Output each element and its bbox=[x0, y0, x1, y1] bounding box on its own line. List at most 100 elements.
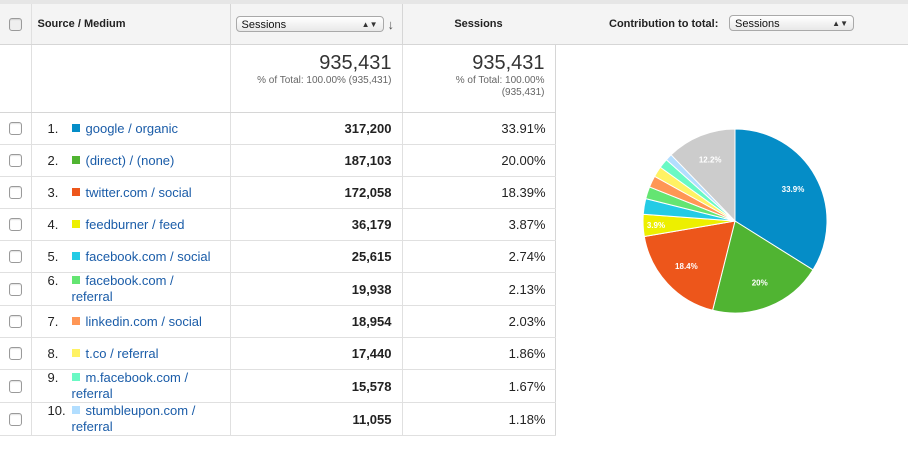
table-row: 5. facebook.com / social 25,615 2.74% bbox=[0, 240, 556, 273]
table-row: 6. facebook.com / referral 19,938 2.13% bbox=[0, 272, 556, 306]
data-table: Source / Medium Sessions ▲▼ ↓ Sessions bbox=[0, 4, 556, 436]
row-checkbox[interactable] bbox=[8, 282, 22, 296]
row-percent: 2.74% bbox=[401, 240, 556, 273]
row-sessions: 187,103 bbox=[229, 144, 402, 177]
metric2-total-sub-line1: % of Total: 100.00% bbox=[455, 75, 545, 86]
series-color-swatch bbox=[71, 187, 80, 196]
row-checkbox[interactable] bbox=[8, 379, 22, 393]
source-link[interactable]: twitter.com / social bbox=[85, 184, 192, 200]
table-row: 9. m.facebook.com / referral 15,578 1.67% bbox=[0, 369, 556, 403]
row-percent: 1.18% bbox=[401, 402, 556, 436]
series-color-swatch bbox=[71, 251, 80, 260]
row-sessions: 25,615 bbox=[229, 240, 402, 273]
series-color-swatch bbox=[71, 123, 80, 132]
row-checkbox[interactable] bbox=[8, 315, 22, 328]
row-percent: 2.03% bbox=[401, 305, 556, 338]
source-link-line1: facebook.com / bbox=[85, 273, 174, 288]
row-percent: 1.67% bbox=[401, 369, 556, 403]
source-link[interactable]: linkedin.com / social bbox=[85, 313, 202, 329]
row-sessions: 19,938 bbox=[229, 272, 402, 306]
row-sessions: 172,058 bbox=[229, 176, 402, 209]
row-checkbox[interactable] bbox=[8, 250, 22, 263]
row-index: 7. bbox=[47, 313, 59, 329]
series-color-swatch bbox=[71, 316, 80, 325]
row-index: 10. bbox=[47, 403, 66, 418]
row-index: 6. bbox=[47, 273, 59, 288]
source-link[interactable]: facebook.com / referral bbox=[72, 273, 174, 304]
row-source: 3. twitter.com / social bbox=[32, 185, 230, 201]
table-row: 3. twitter.com / social 172,058 18.39% bbox=[0, 176, 556, 209]
row-sessions: 11,055 bbox=[229, 402, 402, 436]
source-link[interactable]: google / organic bbox=[85, 120, 179, 136]
source-link[interactable]: feedburner / feed bbox=[85, 216, 185, 232]
series-color-swatch bbox=[71, 155, 80, 164]
row-percent: 20.00% bbox=[401, 144, 556, 177]
select-arrows-icon: ▲▼ bbox=[832, 19, 848, 28]
row-checkbox[interactable] bbox=[8, 186, 22, 199]
row-checkbox[interactable] bbox=[8, 154, 22, 167]
top-divider bbox=[0, 0, 908, 4]
metric2-total: 935,431 % of Total: 100.00% (935,431) bbox=[401, 44, 556, 113]
contribution-select[interactable]: Sessions ▲▼ bbox=[729, 15, 854, 31]
contribution-select-value: Sessions bbox=[735, 18, 780, 30]
row-index: 4. bbox=[47, 216, 59, 232]
metric2-total-value: 935,431 bbox=[472, 52, 545, 74]
select-all-checkbox[interactable] bbox=[8, 17, 22, 31]
chart-header: Contribution to total: Sessions ▲▼ bbox=[555, 4, 908, 45]
select-arrows-icon: ▲▼ bbox=[361, 20, 378, 29]
row-checkbox[interactable] bbox=[8, 218, 22, 231]
source-link-line2: referral bbox=[71, 289, 113, 304]
pie-slice[interactable] bbox=[670, 128, 736, 223]
row-source: 2. (direct) / (none) bbox=[32, 153, 230, 169]
pie-slice[interactable] bbox=[712, 220, 814, 314]
row-checkbox[interactable] bbox=[8, 122, 22, 135]
metric1-total-sub: % of Total: 100.00% (935,431) bbox=[257, 75, 392, 86]
source-link[interactable]: stumbleupon.com / referral bbox=[72, 403, 196, 434]
pie-slice-label: 33.9% bbox=[782, 185, 805, 194]
source-link[interactable]: (direct) / (none) bbox=[85, 152, 175, 168]
row-percent: 18.39% bbox=[401, 176, 556, 209]
pie-slice-label: 3.9% bbox=[647, 221, 665, 230]
row-checkbox[interactable] bbox=[8, 347, 22, 360]
table-row: 1. google / organic 317,200 33.91% bbox=[0, 112, 556, 145]
table-row: 8. t.co / referral 17,440 1.86% bbox=[0, 337, 556, 370]
row-percent: 1.86% bbox=[401, 337, 556, 370]
row-index: 1. bbox=[47, 120, 59, 136]
row-sessions: 15,578 bbox=[229, 369, 402, 403]
row-source: 7. linkedin.com / social bbox=[32, 314, 230, 330]
metric-select-value: Sessions bbox=[241, 19, 287, 31]
source-link[interactable]: m.facebook.com / referral bbox=[72, 370, 189, 401]
pie-chart: 33.9% 20% 18.4% 3.9% 12.2% bbox=[642, 128, 828, 314]
series-color-swatch bbox=[71, 219, 80, 228]
header-checkbox-cell bbox=[0, 4, 32, 45]
table-row: 7. linkedin.com / social 18,954 2.03% bbox=[0, 305, 556, 338]
metric-select[interactable]: Sessions ▲▼ bbox=[235, 16, 384, 32]
source-link-line1: stumbleupon.com / bbox=[85, 403, 196, 418]
metric2-total-sub-line2: (935,431) bbox=[501, 87, 545, 98]
row-source: 9. m.facebook.com / referral bbox=[32, 370, 230, 402]
table-header-row: Source / Medium Sessions ▲▼ ↓ Sessions bbox=[0, 4, 556, 45]
row-index: 3. bbox=[47, 184, 59, 200]
table-row: 4. feedburner / feed 36,179 3.87% bbox=[0, 208, 556, 241]
series-color-swatch bbox=[71, 276, 80, 284]
source-link[interactable]: facebook.com / social bbox=[85, 248, 211, 264]
pie-slice[interactable] bbox=[643, 220, 736, 311]
source-link-line2: referral bbox=[71, 419, 113, 434]
dimension-header[interactable]: Source / Medium bbox=[31, 4, 230, 45]
dimension-header-label: Source / Medium bbox=[37, 18, 126, 30]
row-index: 8. bbox=[47, 345, 59, 361]
row-percent: 3.87% bbox=[401, 208, 556, 241]
row-source: 8. t.co / referral bbox=[32, 346, 230, 362]
pie-slice-label: 12.2% bbox=[699, 156, 722, 165]
totals-row: 935,431 % of Total: 100.00% (935,431) 93… bbox=[0, 44, 556, 113]
metric2-header-label: Sessions bbox=[454, 18, 503, 30]
row-sessions: 36,179 bbox=[229, 208, 402, 241]
contribution-label: Contribution to total: bbox=[609, 18, 719, 30]
row-checkbox[interactable] bbox=[8, 412, 22, 426]
source-link[interactable]: t.co / referral bbox=[85, 345, 159, 361]
series-color-swatch bbox=[71, 406, 80, 414]
row-percent: 33.91% bbox=[401, 112, 556, 145]
pie-slice[interactable] bbox=[734, 128, 828, 271]
metric2-header[interactable]: Sessions bbox=[401, 4, 556, 45]
sort-descending-icon[interactable]: ↓ bbox=[387, 16, 395, 32]
